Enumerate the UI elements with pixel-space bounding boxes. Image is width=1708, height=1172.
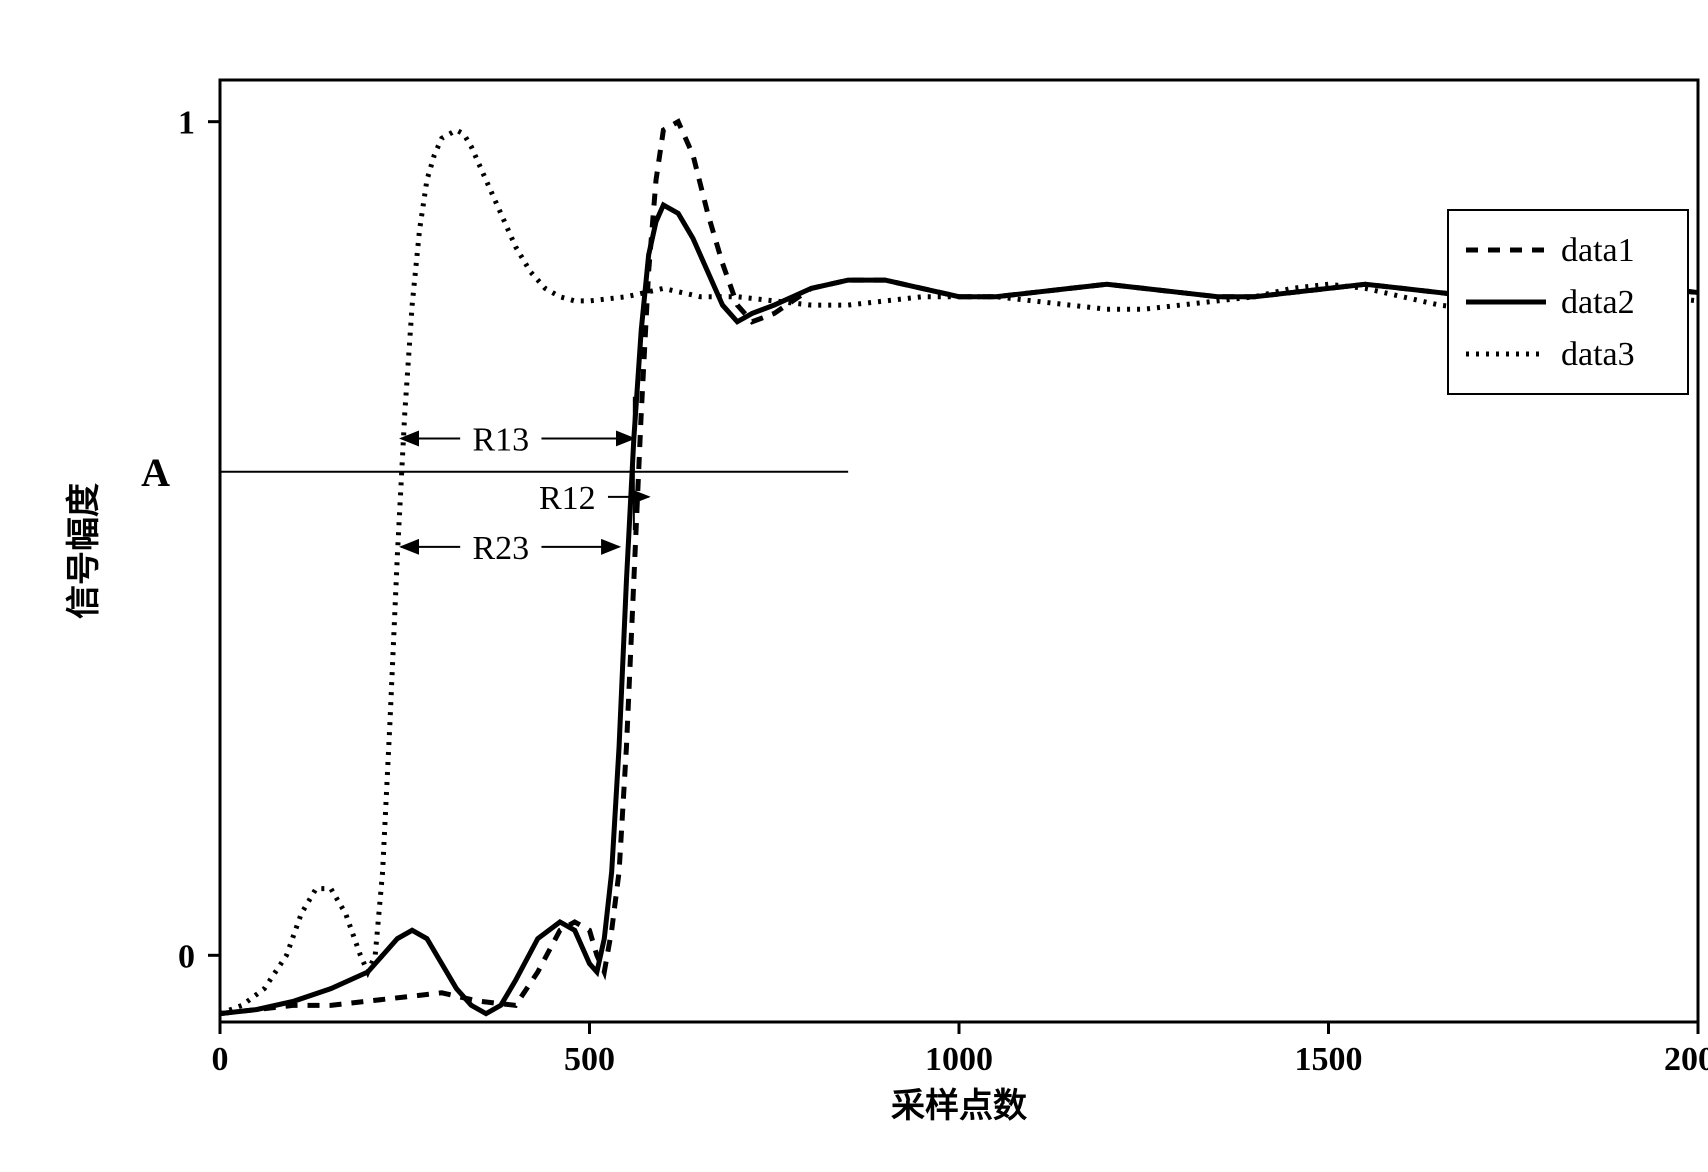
- x-tick-label: 0: [212, 1041, 229, 1078]
- x-tick-label: 1500: [1295, 1041, 1363, 1078]
- y-axis-ticks: 01: [178, 105, 220, 976]
- line-chart: A R13 R12 R23 0500100015002000 01 采样点数 信…: [20, 20, 1708, 1152]
- x-tick-label: 1000: [925, 1041, 993, 1078]
- y-tick-label: 0: [178, 938, 195, 975]
- annotation-r23: R23: [401, 530, 619, 567]
- annotation-a-label: A: [141, 450, 170, 495]
- legend: data1 data2 data3: [1448, 210, 1688, 394]
- legend-label-data2: data2: [1561, 284, 1635, 321]
- r23-label: R23: [472, 530, 529, 567]
- x-axis-title: 采样点数: [891, 1087, 1027, 1125]
- r13-label: R13: [472, 421, 529, 458]
- y-tick-label: 1: [178, 105, 195, 142]
- legend-label-data3: data3: [1561, 336, 1635, 373]
- x-tick-label: 2000: [1664, 1041, 1708, 1078]
- r12-label: R12: [539, 480, 596, 517]
- legend-label-data1: data1: [1561, 232, 1635, 269]
- chart-container: A R13 R12 R23 0500100015002000 01 采样点数 信…: [20, 20, 1708, 1152]
- x-tick-label: 500: [564, 1041, 615, 1078]
- y-axis-title: 信号幅度: [65, 483, 103, 619]
- x-axis-ticks: 0 500 1000 1500 2000: [212, 1022, 1708, 1078]
- annotation-r13: R13: [401, 421, 634, 458]
